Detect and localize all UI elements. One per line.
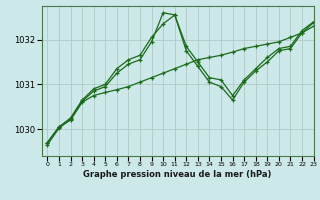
X-axis label: Graphe pression niveau de la mer (hPa): Graphe pression niveau de la mer (hPa) [84,170,272,179]
